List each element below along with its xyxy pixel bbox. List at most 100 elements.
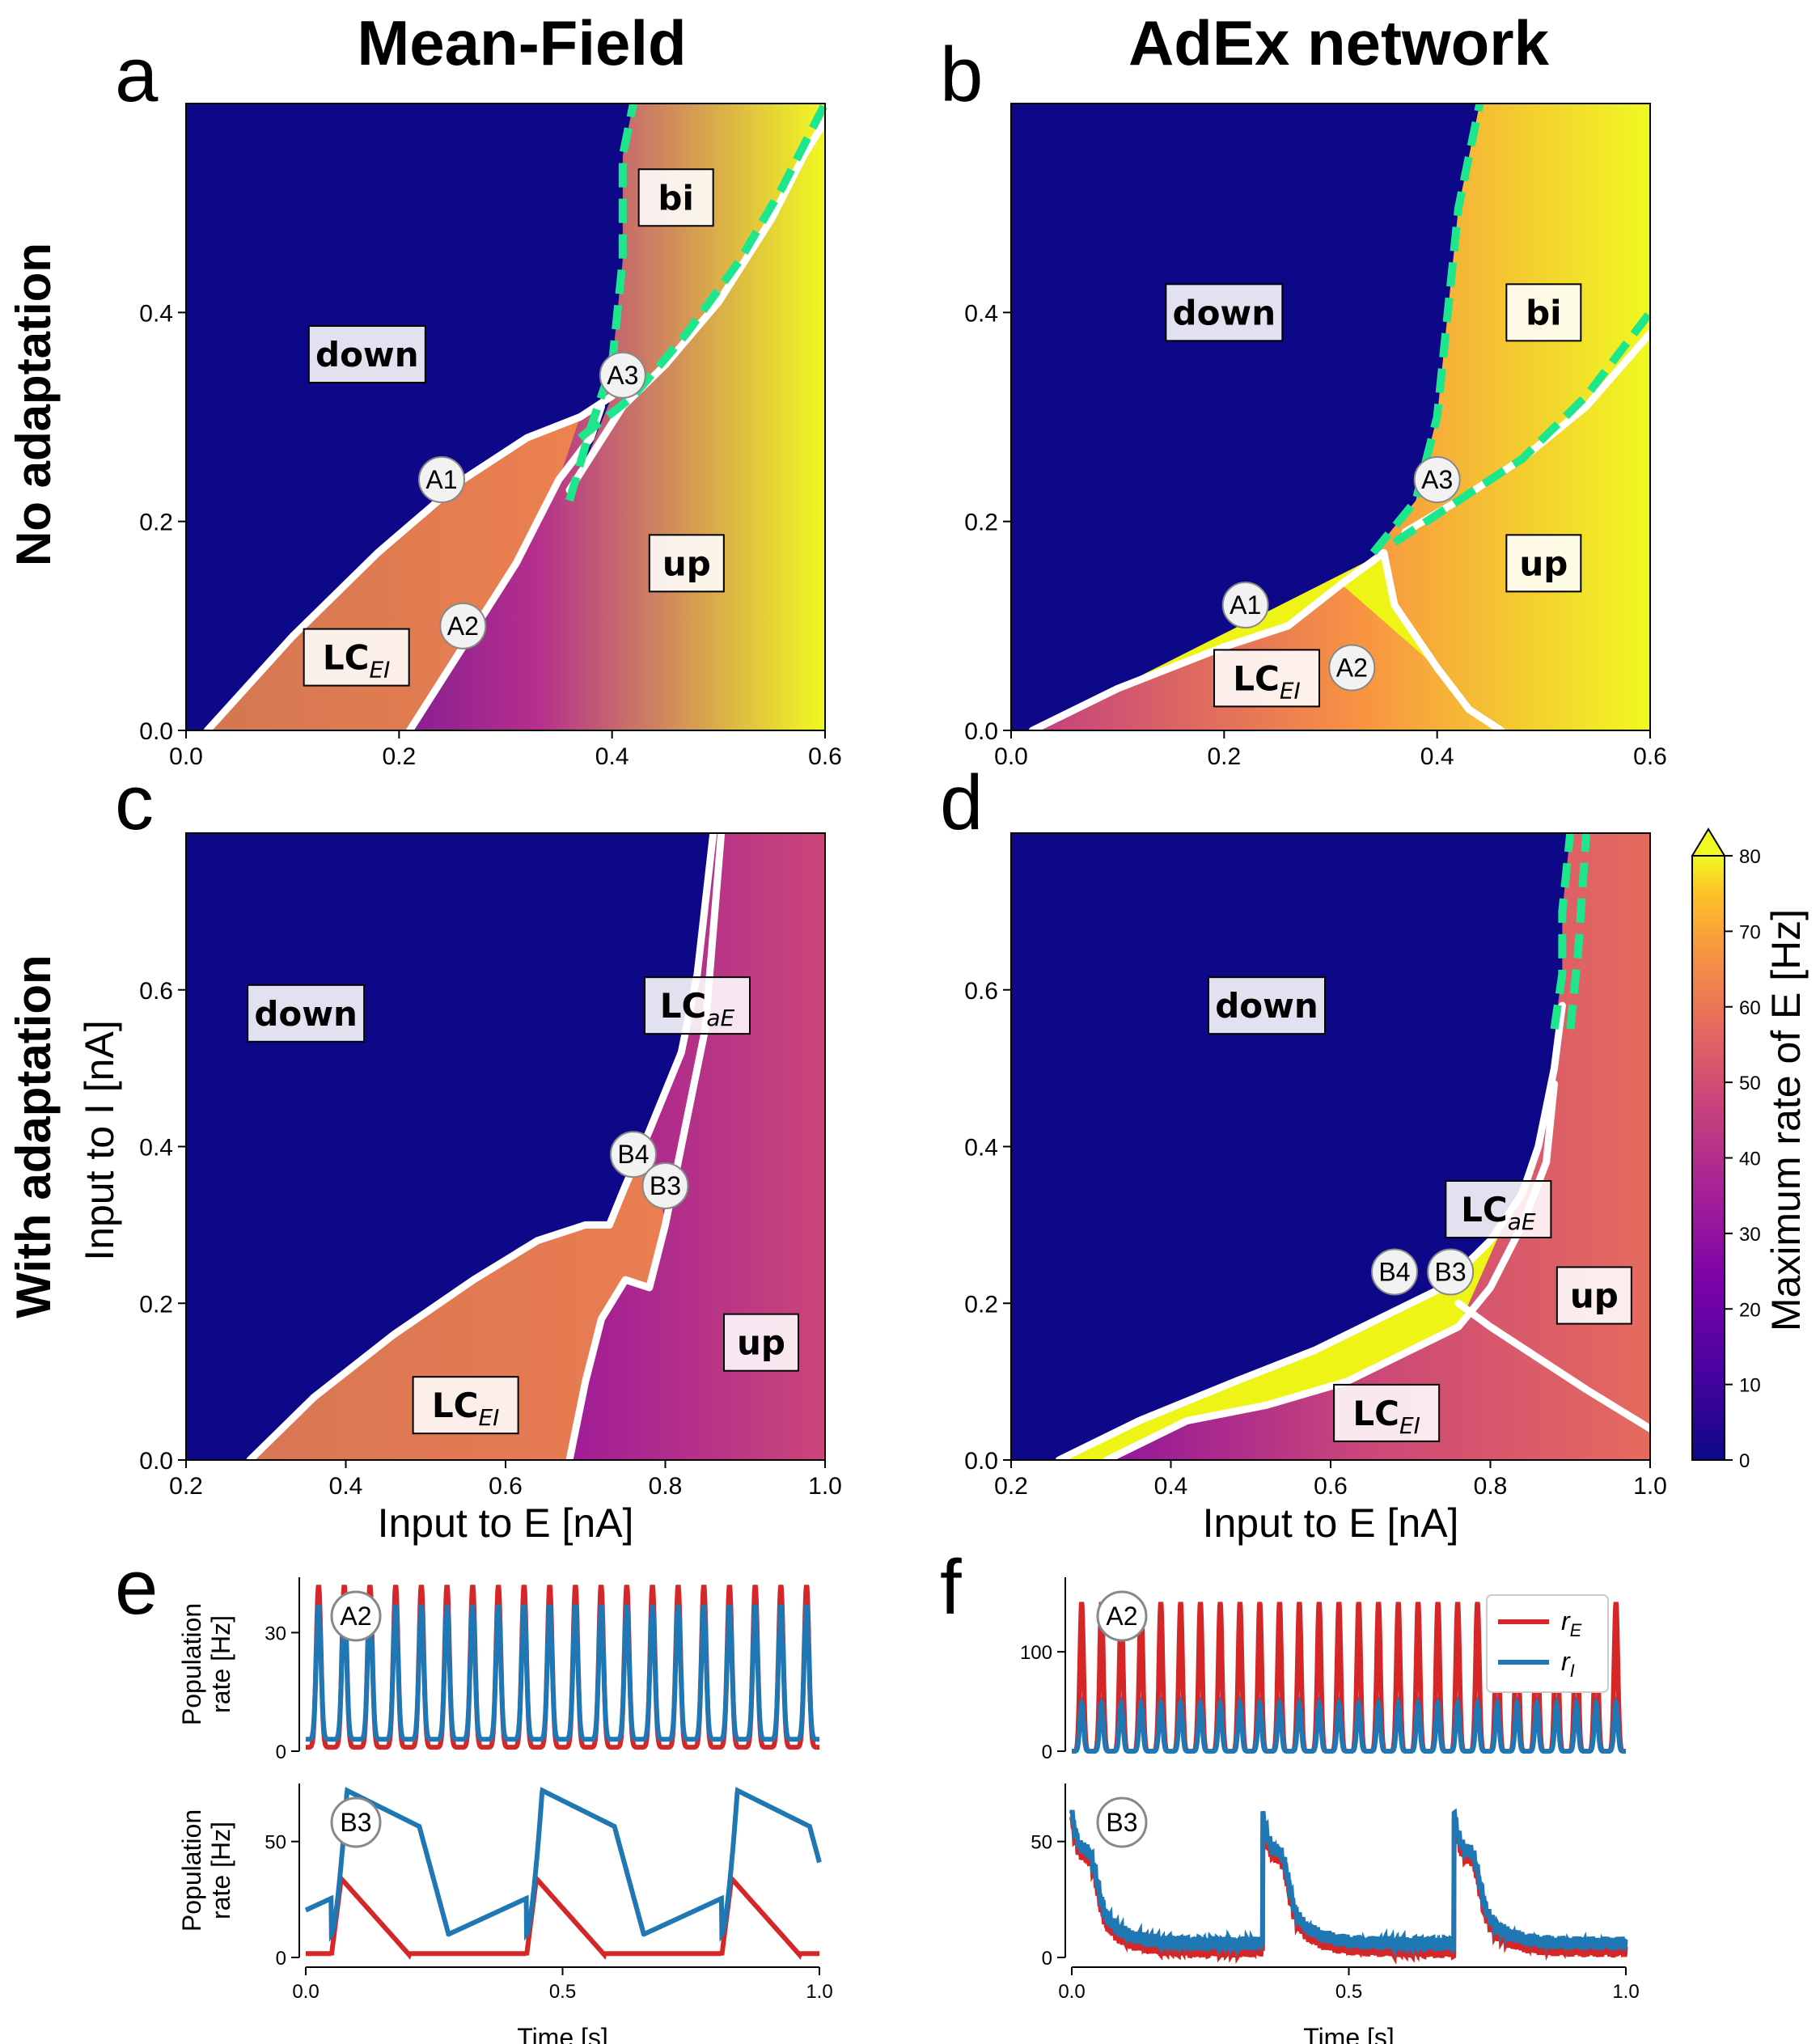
bistability-line-green xyxy=(1550,832,1575,1030)
bistability-line-green xyxy=(1392,310,1653,546)
x-tick-label: 0.0 xyxy=(1058,1981,1085,2003)
legend-label-sub: I xyxy=(1570,1661,1575,1681)
series-line-rI xyxy=(304,1787,822,1943)
panel-frame xyxy=(1010,103,1651,731)
y-axis-label: Populationrate [Hz] xyxy=(177,1809,235,1932)
row1-label: No adaptation xyxy=(6,243,61,566)
point-marker-circle xyxy=(641,1162,689,1209)
x-axis-label-c: Input to E [nA] xyxy=(378,1500,634,1546)
point-marker-circle xyxy=(439,602,487,650)
x-tick-label: 0.2 xyxy=(1207,743,1241,770)
down-region xyxy=(186,104,633,730)
region-label-box xyxy=(247,984,366,1043)
point-marker-a3: A3 xyxy=(607,361,638,390)
x-tick-label: 0.6 xyxy=(1633,743,1667,770)
region-label-box xyxy=(1213,649,1320,708)
col1-title: Mean-Field xyxy=(357,7,686,78)
colorbar-tick-label: 70 xyxy=(1739,921,1761,943)
trace-marker-circle xyxy=(1096,1796,1148,1848)
point-marker-circle xyxy=(1328,644,1376,692)
bifurcation-line-white xyxy=(1028,548,1388,734)
point-marker-b3: B3 xyxy=(1435,1258,1467,1287)
x-tick-label: 1.0 xyxy=(806,1981,832,2003)
y-axis-label-line: rate [Hz] xyxy=(206,1822,235,1919)
region-label-main: LC xyxy=(1352,1394,1399,1433)
panel-frame xyxy=(185,103,826,731)
y-tick-label: 0.0 xyxy=(139,1448,173,1475)
x-tick-label: 0.8 xyxy=(1474,1473,1508,1500)
point-marker-circle xyxy=(1413,456,1461,503)
x-tick-label: 1.0 xyxy=(1612,1981,1639,2003)
x-tick-label: 0.4 xyxy=(329,1473,363,1500)
point-marker-circle xyxy=(418,456,465,503)
panel-b-heatmap: 0.0 0.2 0.4 0.6 0.0 0.2 0.4 down bi up LCEI A1 A2 A3 xyxy=(964,103,1667,770)
region-label-sub: EI xyxy=(478,1404,499,1431)
y-tick-label: 0.4 xyxy=(964,300,998,327)
y-axis-label-line: rate [Hz] xyxy=(206,1615,235,1713)
bistability-line-green xyxy=(1369,103,1484,556)
region-label-box xyxy=(307,325,426,383)
region-label-bi: bi xyxy=(1526,293,1561,332)
colorbar-tick-label: 50 xyxy=(1739,1073,1761,1094)
bistability-line-green xyxy=(1566,832,1590,1030)
y-tick-label: 0.4 xyxy=(139,300,173,327)
region-label-box xyxy=(1555,1266,1632,1325)
region-label-lc-ae: LCaE xyxy=(660,986,735,1031)
panel-letter-c: c xyxy=(115,760,154,846)
y-tick-label: 0.2 xyxy=(964,1291,998,1318)
y-axis-label: Populationrate [Hz] xyxy=(177,1603,235,1725)
region-label-down: down xyxy=(254,994,358,1034)
region-label-box xyxy=(1505,283,1582,342)
panel-d-heatmap: 0.2 0.4 0.6 0.8 1.00.00.20.40.6 downLCaEupLCE… xyxy=(964,832,1667,1500)
colorbar-tick-label: 30 xyxy=(1739,1224,1761,1246)
y-tick-label: 0.0 xyxy=(964,718,998,745)
series-line-rI xyxy=(306,1604,819,1742)
panel-a-heatmap: 0.0 0.2 0.4 0.6 0.0 0.2 0.4 down bi up LCEI A1 A2 A3 xyxy=(139,99,842,770)
region-label-main: LC xyxy=(323,638,370,678)
region-label-down: down xyxy=(1215,986,1318,1026)
row2-label: With adaptation xyxy=(6,954,61,1318)
x-tick-label: 0.0 xyxy=(292,1981,319,2003)
y-tick-label: 0 xyxy=(276,1948,286,1970)
region-label-box xyxy=(1333,1383,1441,1442)
colorbar-tick-label: 0 xyxy=(1739,1450,1750,1472)
region-label-sub: EI xyxy=(1399,1412,1420,1439)
region-label-box xyxy=(648,534,725,593)
x-axis-label: Time [s] xyxy=(1303,2023,1395,2044)
legend-label-main: r xyxy=(1561,1647,1571,1676)
panel-letter-e: e xyxy=(115,1544,158,1631)
y-axis-label-line: Population xyxy=(177,1603,206,1725)
x-tick-label: 0.2 xyxy=(382,743,416,770)
lc-ei-region xyxy=(207,417,581,730)
region-label-box xyxy=(412,1376,519,1435)
y-tick-label: 0 xyxy=(276,1741,286,1763)
legend-label-re: rE xyxy=(1561,1606,1582,1640)
x-tick-label: 0.5 xyxy=(549,1981,576,2003)
lc-ei-region xyxy=(250,1131,666,1460)
region-label-up: up xyxy=(737,1323,785,1363)
y-tick-label: 100 xyxy=(1020,1642,1052,1664)
colorbar-tick-label: 40 xyxy=(1739,1149,1761,1170)
colorbar-gradient xyxy=(1691,855,1725,1461)
series-line-rI xyxy=(1069,1808,1628,1958)
point-marker-a3: A3 xyxy=(1421,465,1453,494)
x-tick-label: 0.2 xyxy=(994,1473,1028,1500)
x-tick-label: 0.5 xyxy=(1335,1981,1362,2003)
y-axis-label-c: Input to I [nA] xyxy=(77,1020,122,1260)
point-marker-a1: A1 xyxy=(425,465,457,494)
region-label-up: up xyxy=(662,544,711,583)
region-label-lc-ei: LCEI xyxy=(1233,658,1301,704)
down-region xyxy=(1011,833,1571,1460)
x-tick-label: 0.8 xyxy=(649,1473,683,1500)
trace-marker-circle xyxy=(330,1796,382,1848)
x-axis-label: Time [s] xyxy=(517,2023,608,2044)
y-axis-label-line: Population xyxy=(177,1809,206,1932)
down-region xyxy=(1011,104,1480,730)
point-marker-b4: B4 xyxy=(1378,1258,1410,1287)
y-tick-label: 50 xyxy=(265,1832,286,1854)
legend-label-sub: E xyxy=(1570,1620,1582,1640)
point-marker-b3: B3 xyxy=(650,1171,681,1200)
